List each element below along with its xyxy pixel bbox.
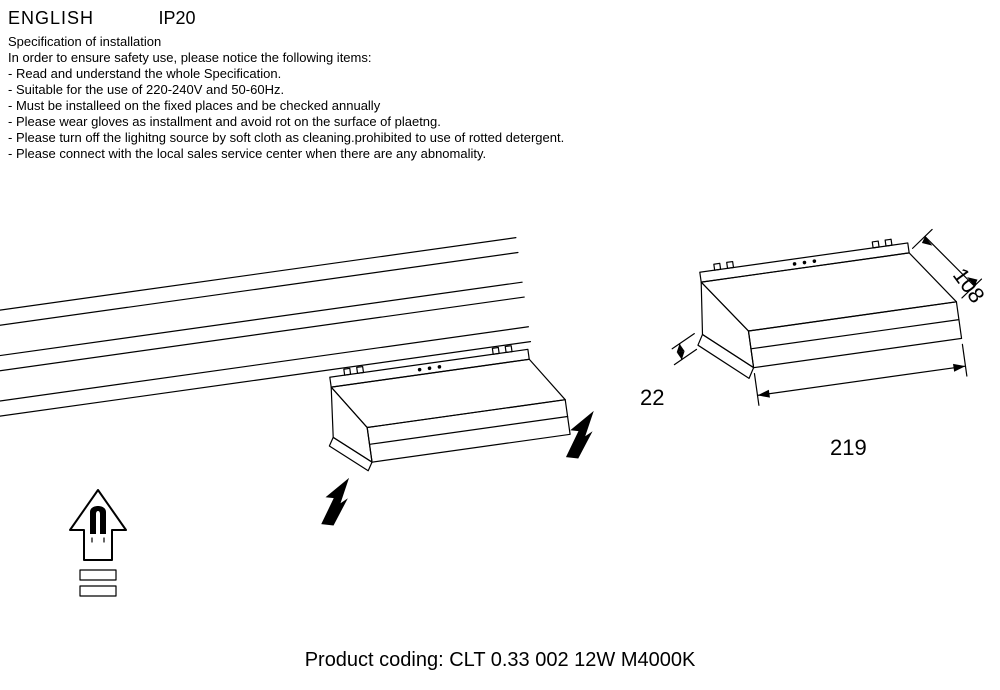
spec-item: Please turn off the lighitng source by s…: [8, 130, 564, 146]
language-label: ENGLISH: [8, 8, 94, 29]
dim-depth: 108: [948, 263, 990, 307]
dim-length: 219: [830, 435, 867, 460]
spec-item: Read and understand the whole Specificat…: [8, 66, 564, 82]
spec-item: Please connect with the local sales serv…: [8, 146, 564, 162]
spec-intro: In order to ensure safety use, please no…: [8, 50, 371, 65]
ip-rating: IP20: [158, 8, 195, 29]
dim-height: 22: [640, 385, 664, 410]
spec-list: Read and understand the whole Specificat…: [8, 66, 564, 162]
product-coding-label: Product coding:: [305, 649, 444, 671]
spec-item: Please wear gloves as installment and av…: [8, 114, 564, 130]
spec-title: Specification of installation: [8, 34, 161, 49]
spec-item: Must be installeed on the fixed places a…: [8, 98, 564, 114]
product-coding: Product coding: CLT 0.33 002 12W M4000K: [0, 649, 1000, 672]
product-coding-value: CLT 0.33 002 12W M4000K: [449, 649, 695, 671]
installation-diagram: 108 219 22: [0, 180, 1000, 640]
spec-item: Suitable for the use of 220-240V and 50-…: [8, 82, 564, 98]
